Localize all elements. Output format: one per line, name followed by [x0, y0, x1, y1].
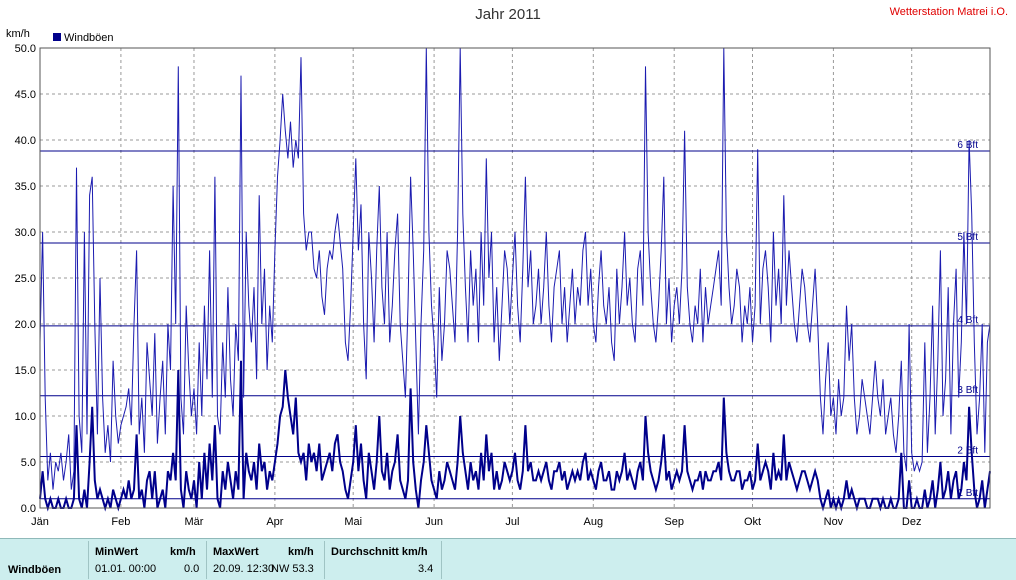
plot-frame	[39, 47, 991, 509]
y-tick-label: 0.0	[21, 503, 36, 515]
x-tick-label: Jun	[425, 516, 443, 528]
series-gust-max-line	[39, 47, 991, 490]
min-header: MinWert	[95, 546, 139, 558]
series-mean-line	[39, 360, 991, 512]
x-tick-label: Dez	[902, 516, 922, 528]
max-header: MaxWert	[213, 546, 259, 558]
y-tick-label: 35.0	[15, 181, 36, 193]
max-time: 20.09. 12:30	[213, 563, 275, 575]
grid	[40, 48, 990, 508]
avg-value: 3.4	[418, 563, 434, 575]
avg-header: Durchschnitt km/h	[331, 546, 428, 558]
y-tick-label: 50.0	[15, 43, 36, 55]
chart-title: Jahr 2011	[475, 6, 541, 23]
beaufort-label: 6 Bft	[957, 140, 978, 151]
legend-swatch	[53, 33, 61, 41]
x-tick-label: Aug	[584, 516, 604, 528]
x-axis-ticks: Jän Feb Mär Apr Mai Jun Jul Aug Sep Okt Nov Dez	[31, 516, 921, 528]
y-tick-label: 10.0	[15, 411, 36, 423]
x-tick-label: Jän	[31, 516, 49, 528]
beaufort-label: 3 Bft	[957, 385, 978, 396]
x-tick-label: Feb	[111, 516, 130, 528]
y-unit-label: km/h	[6, 28, 30, 40]
beaufort-label: 1 Bft	[957, 488, 978, 499]
y-tick-label: 20.0	[15, 319, 36, 331]
footer-row-label: Windböen	[8, 564, 62, 576]
y-tick-label: 25.0	[15, 273, 36, 285]
min-unit: km/h	[170, 546, 196, 558]
x-tick-label: Jul	[505, 516, 519, 528]
x-tick-label: Mär	[185, 516, 204, 528]
y-tick-label: 5.0	[21, 457, 36, 469]
x-tick-label: Sep	[664, 516, 684, 528]
max-unit: km/h	[288, 546, 314, 558]
y-tick-label: 45.0	[15, 89, 36, 101]
stats-footer: Windböen MinWert km/h 01.01. 00:00 0.0 M…	[0, 538, 1016, 580]
legend-label: Windböen	[64, 32, 114, 44]
station-name: Wetterstation Matrei i.O.	[889, 6, 1008, 18]
beaufort-label: 4 Bft	[957, 315, 978, 326]
y-tick-label: 30.0	[15, 227, 36, 239]
x-tick-label: Nov	[824, 516, 844, 528]
y-axis-ticks: 0.0 5.0 10.0 15.0 20.0 25.0 30.0 35.0 40.0 45.0 50…	[15, 43, 36, 515]
max-value: NW 53.3	[271, 563, 314, 575]
x-tick-label: Okt	[744, 516, 761, 528]
y-tick-label: 40.0	[15, 135, 36, 147]
min-time: 01.01. 00:00	[95, 563, 157, 575]
x-tick-label: Mai	[344, 516, 362, 528]
x-tick-label: Apr	[266, 516, 283, 528]
y-tick-label: 15.0	[15, 365, 36, 377]
min-value: 0.0	[184, 563, 200, 575]
